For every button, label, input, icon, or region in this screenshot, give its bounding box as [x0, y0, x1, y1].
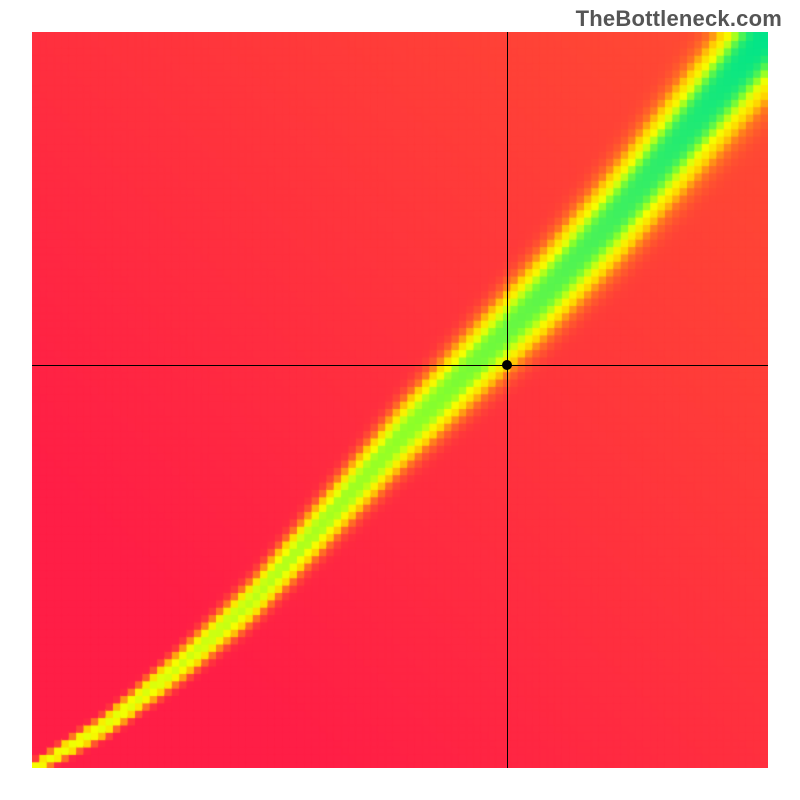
heatmap-canvas: [32, 32, 768, 768]
crosshair-marker: [502, 360, 512, 370]
heatmap-plot: [32, 32, 768, 768]
watermark-text: TheBottleneck.com: [576, 6, 782, 32]
crosshair-vertical: [507, 32, 508, 768]
crosshair-horizontal: [32, 365, 768, 366]
